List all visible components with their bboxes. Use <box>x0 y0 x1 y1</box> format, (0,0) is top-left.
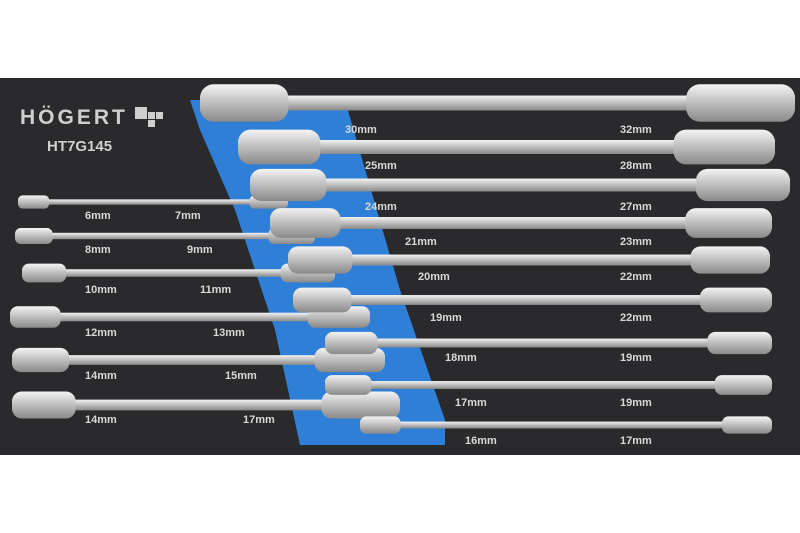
wrench-shaft <box>250 178 790 192</box>
wrench-shaft <box>200 95 795 111</box>
wrench-head <box>685 208 772 238</box>
size-label: 9mm <box>187 244 213 256</box>
wrench-head <box>270 208 341 238</box>
wrench-shaft <box>10 312 370 322</box>
wrench-head <box>700 287 772 313</box>
wrench-head <box>15 228 53 244</box>
size-label: 12mm <box>85 327 117 339</box>
size-label: 7mm <box>175 210 201 222</box>
wrench-shaft <box>12 355 385 365</box>
size-label: 21mm <box>405 236 437 248</box>
wrench-head <box>250 168 327 202</box>
size-label: 14mm <box>85 414 117 426</box>
wrench-head <box>695 168 790 202</box>
wrench-head <box>12 391 76 419</box>
wrench-head <box>10 306 61 328</box>
wrench-head <box>293 287 352 313</box>
wrench-head <box>22 263 67 283</box>
size-label: 17mm <box>455 397 487 409</box>
size-label: 19mm <box>620 352 652 364</box>
size-label: 20mm <box>418 271 450 283</box>
wrench-head <box>325 375 372 395</box>
wrench-shaft <box>12 399 400 411</box>
wrench-shaft <box>288 254 770 266</box>
wrench-head <box>690 246 770 274</box>
wrench-shaft <box>270 217 772 229</box>
wrench-head <box>722 416 772 434</box>
size-label: 13mm <box>213 327 245 339</box>
size-label: 22mm <box>620 271 652 283</box>
wrench-head <box>288 246 353 274</box>
wrench-head <box>12 347 70 373</box>
size-label: 24mm <box>365 201 397 213</box>
size-label: 23mm <box>620 236 652 248</box>
size-label: 25mm <box>365 160 397 172</box>
size-label: 32mm <box>620 124 652 136</box>
wrench-shaft <box>22 269 335 277</box>
wrench-head <box>200 84 289 122</box>
wrench-shaft <box>15 232 315 240</box>
size-label: 11mm <box>200 284 232 296</box>
wrench-head <box>238 129 321 165</box>
wrench-head <box>673 129 775 165</box>
size-label: 14mm <box>85 370 117 382</box>
wrench-head <box>321 391 400 419</box>
size-label: 19mm <box>620 397 652 409</box>
brand-logo-mark <box>135 107 163 127</box>
model-number: HT7G145 <box>47 138 113 155</box>
wrench-shaft <box>325 338 772 348</box>
size-label: 17mm <box>243 414 275 426</box>
wrench-head <box>686 84 795 122</box>
size-label: 8mm <box>85 244 111 256</box>
wrench-shaft <box>325 381 772 389</box>
wrench-shaft <box>18 199 288 205</box>
wrench-head <box>18 195 50 209</box>
brand-logo-text: HÖGERT <box>20 106 128 129</box>
size-label: 22mm <box>620 312 652 324</box>
wrench-shaft <box>360 421 772 429</box>
wrench-shaft <box>293 295 772 305</box>
size-label: 6mm <box>85 210 111 222</box>
wrench-shaft <box>238 140 775 154</box>
size-label: 10mm <box>85 284 117 296</box>
wrench-head <box>360 416 401 434</box>
size-label: 28mm <box>620 160 652 172</box>
size-label: 18mm <box>445 352 477 364</box>
size-label: 17mm <box>620 435 652 447</box>
wrench-head <box>325 331 378 355</box>
size-label: 30mm <box>345 124 377 136</box>
size-label: 27mm <box>620 201 652 213</box>
size-label: 19mm <box>430 312 462 324</box>
size-label: 16mm <box>465 435 497 447</box>
wrench-head <box>714 375 772 395</box>
wrench-head <box>707 331 772 355</box>
size-label: 15mm <box>225 370 257 382</box>
